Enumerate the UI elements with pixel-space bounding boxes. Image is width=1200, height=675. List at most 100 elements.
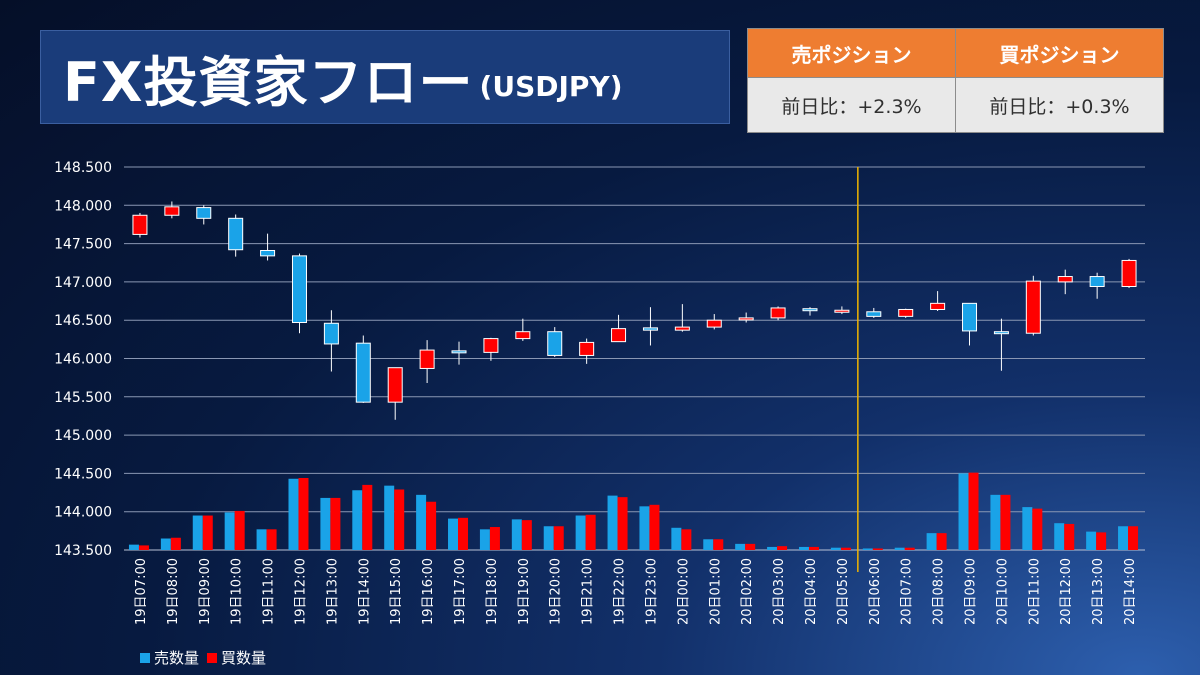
candle-body: [738, 317, 754, 321]
buy-volume-bar: [585, 514, 596, 550]
sell-volume-bar: [128, 544, 139, 550]
legend-swatch-sell: [140, 652, 150, 663]
buy-volume-bar: [745, 543, 756, 550]
sell-volume-bar: [543, 526, 554, 550]
legend-item-buy: 買数量: [207, 647, 266, 668]
buy-volume-bar: [617, 497, 628, 550]
sell-position-change: 前日比：+2.3%: [747, 77, 956, 133]
sell-volume-bar: [320, 497, 331, 550]
buy-volume-bar: [202, 515, 213, 550]
buy-volume-bar: [681, 529, 692, 550]
candle-body: [260, 249, 276, 257]
x-tick-label: 20日01:00: [708, 558, 723, 625]
sell-volume-bar: [352, 490, 363, 550]
x-tick-label: 20日03:00: [772, 558, 787, 625]
x-tick-label: 20日07:00: [900, 558, 915, 625]
x-tick-label: 20日13:00: [1091, 558, 1106, 625]
candle-body: [323, 322, 339, 345]
buy-volume-bar: [234, 510, 245, 550]
legend-label-buy: 買数量: [221, 649, 267, 667]
candle-body: [611, 328, 627, 343]
sell-volume-bar: [958, 473, 969, 550]
buy-volume-bar: [394, 489, 405, 550]
candle-body: [930, 302, 946, 310]
candle-body: [1057, 276, 1073, 283]
candle-body: [770, 307, 786, 319]
sell-volume-bar: [384, 485, 395, 550]
x-tick-label: 19日11:00: [262, 558, 277, 625]
page-subtitle: (USDJPY): [479, 69, 623, 103]
sell-volume-bar: [862, 548, 873, 550]
candle-body: [898, 308, 914, 317]
candle-body: [515, 331, 531, 340]
candle-body: [291, 255, 307, 323]
y-tick-label: 146.500: [54, 313, 112, 329]
chart-legend: 売数量 買数量: [140, 647, 274, 668]
legend-label-sell: 売数量: [154, 649, 200, 667]
x-tick-label: 20日10:00: [995, 558, 1010, 625]
candle-body: [866, 311, 882, 317]
sell-volume-bar: [1054, 523, 1065, 550]
candle-body: [228, 217, 244, 251]
sell-volume-bar: [575, 515, 586, 550]
x-tick-label: 20日04:00: [804, 558, 819, 625]
x-tick-label: 19日21:00: [581, 558, 596, 625]
buy-volume-bar: [808, 546, 819, 550]
candle-body: [355, 342, 371, 403]
candle-body: [196, 207, 212, 219]
sell-volume-bar: [735, 543, 746, 550]
title-banner: FX投資家フロー (USDJPY): [40, 30, 730, 124]
sell-volume-bar: [639, 506, 650, 550]
x-tick-label: 19日07:00: [134, 558, 149, 625]
sell-volume-bar: [192, 515, 203, 550]
x-tick-label: 19日23:00: [644, 558, 659, 625]
candle-body: [1025, 280, 1041, 334]
x-tick-label: 19日22:00: [613, 558, 628, 625]
sell-volume-bar: [607, 495, 618, 550]
buy-volume-bar: [968, 472, 979, 550]
sell-volume-bar: [256, 529, 267, 550]
candle-body: [642, 327, 658, 331]
candle-body: [993, 331, 1009, 335]
sell-volume-bar: [1086, 531, 1097, 550]
buy-volume-bar: [649, 504, 660, 550]
x-tick-label: 20日02:00: [740, 558, 755, 625]
position-summary-table: 売ポジション 買ポジション 前日比：+2.3% 前日比：+0.3%: [747, 28, 1164, 133]
sell-volume-bar: [703, 539, 714, 550]
sell-volume-bar: [224, 512, 235, 550]
y-tick-label: 148.500: [54, 160, 112, 176]
candle-body: [706, 319, 722, 328]
buy-volume-bar: [458, 517, 469, 550]
candle-body: [962, 302, 978, 332]
x-tick-label: 20日06:00: [868, 558, 883, 625]
buy-volume-bar: [1096, 532, 1107, 550]
sell-volume-bar: [448, 518, 459, 550]
candle-body: [483, 338, 499, 353]
candle-body: [132, 214, 148, 235]
sell-volume-bar: [926, 533, 937, 550]
page-title: FX投資家フロー: [63, 50, 474, 114]
x-tick-label: 20日09:00: [964, 558, 979, 625]
buy-volume-bar: [298, 477, 309, 550]
sell-volume-bar: [671, 527, 682, 550]
y-tick-label: 147.000: [54, 275, 112, 291]
buy-volume-bar: [521, 520, 532, 550]
buy-volume-bar: [266, 529, 277, 550]
candle-body: [802, 308, 818, 312]
buy-position-change: 前日比：+0.3%: [955, 77, 1164, 133]
candle-body: [419, 349, 435, 369]
buy-volume-bar: [330, 497, 341, 550]
buy-volume-bar: [489, 527, 500, 550]
buy-volume-bar: [170, 537, 181, 550]
candle-body: [834, 309, 850, 313]
sell-volume-bar: [894, 547, 905, 550]
buy-volume-bar: [138, 545, 149, 550]
x-tick-label: 20日00:00: [676, 558, 691, 625]
candle-body: [1089, 276, 1105, 287]
sell-volume-bar: [288, 478, 299, 550]
x-tick-label: 19日18:00: [485, 558, 500, 625]
buy-volume-bar: [936, 533, 947, 550]
buy-volume-bar: [713, 539, 724, 550]
x-tick-label: 19日10:00: [230, 558, 245, 625]
x-tick-label: 19日14:00: [357, 558, 372, 625]
